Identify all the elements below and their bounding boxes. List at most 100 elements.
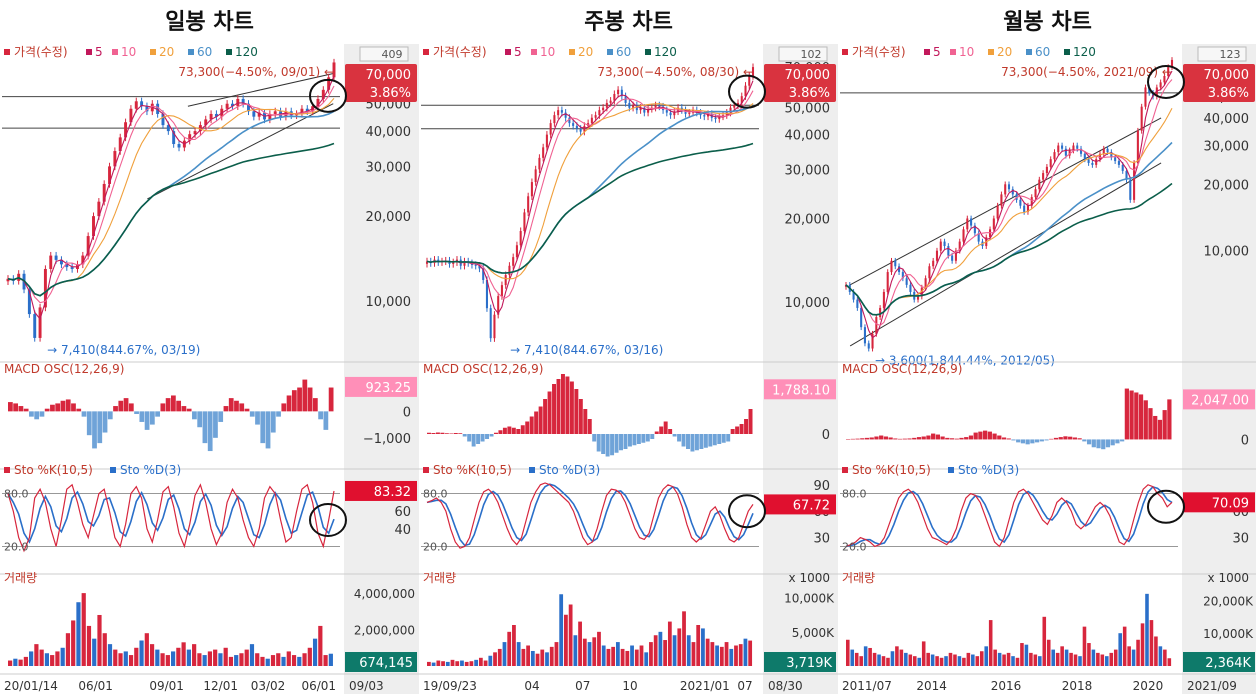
volume-bar	[729, 648, 734, 666]
volume-bar	[696, 625, 701, 666]
ma5-line	[426, 80, 754, 315]
macd-bar	[623, 434, 628, 449]
volume-bar	[979, 651, 984, 666]
volume-tick-label: 20,000K	[1203, 594, 1254, 608]
candle	[225, 103, 229, 109]
volume-bar	[123, 651, 128, 666]
price-tick-label: 10,000	[785, 296, 831, 311]
macd-bar	[8, 402, 13, 412]
candle	[545, 134, 548, 148]
macd-bar	[614, 434, 619, 453]
volume-bar	[460, 660, 464, 666]
volume-bar	[597, 631, 601, 666]
page-title-daily: 일봉 차트	[165, 10, 254, 35]
candle	[1133, 162, 1136, 200]
price-badge	[764, 64, 836, 102]
volume-bar	[644, 652, 649, 666]
volume-bar	[877, 654, 881, 666]
legend-price-label: 가격(수정)	[433, 45, 487, 59]
candle	[549, 123, 552, 135]
volume-bar	[966, 652, 971, 666]
macd-bar	[748, 409, 753, 434]
volume-bar	[13, 658, 18, 666]
volume-bar	[1100, 654, 1105, 666]
macd-bar	[992, 433, 997, 440]
macd-bar	[507, 426, 512, 434]
macd-bar	[921, 436, 926, 440]
volume-bar	[1167, 658, 1172, 666]
volume-bar	[1002, 654, 1006, 666]
sto-d-swatch	[529, 467, 535, 473]
candle	[643, 107, 646, 113]
macd-bar	[940, 436, 945, 440]
macd-bar	[312, 398, 318, 412]
candle	[145, 106, 149, 112]
macd-bar	[520, 425, 525, 434]
legend-ma120-label: 120	[235, 45, 258, 59]
sto-d-line	[845, 485, 1173, 548]
candle	[1030, 197, 1033, 206]
sto-level-label: 20.0	[4, 540, 29, 553]
macd-bar	[1086, 439, 1092, 445]
volume-bar	[846, 639, 850, 666]
candle	[943, 241, 946, 247]
volume-bar	[197, 653, 202, 666]
macd-bar	[983, 430, 988, 440]
legend-ma5-label: 5	[95, 45, 103, 59]
x-tick-label: 20/01/14	[4, 679, 58, 693]
volume-bar	[431, 662, 436, 666]
volume-bar	[450, 659, 455, 666]
candle	[879, 307, 882, 318]
macd-bar	[291, 390, 297, 412]
macd-bar	[1058, 437, 1063, 440]
volume-bar	[1136, 639, 1140, 666]
candle	[1091, 162, 1094, 165]
macd-bar	[1030, 439, 1035, 444]
candle	[515, 245, 518, 258]
legend-ma10-swatch	[950, 49, 956, 55]
volume-bar	[667, 621, 672, 666]
volume-bar	[516, 642, 521, 666]
volume-label: 거래량	[423, 571, 456, 585]
x-tick-label: 08/30	[768, 679, 803, 693]
volume-bar	[244, 649, 249, 666]
low-price-annotation: → 7,410(844.67%, 03/16)	[510, 343, 663, 357]
sto-badge	[1183, 492, 1255, 513]
volume-bar	[545, 652, 549, 666]
volume-badge	[764, 652, 836, 672]
highlight-circle-price	[1147, 64, 1185, 99]
candle	[1042, 173, 1045, 180]
volume-bar	[601, 645, 606, 666]
volume-bar	[192, 644, 197, 666]
macd-bar	[1039, 439, 1044, 442]
sto-k-label: Sto %K(10,5)	[852, 463, 931, 477]
macd-badge	[764, 379, 836, 400]
header-count: 409	[382, 48, 403, 61]
volume-bar	[748, 640, 753, 666]
macd-bar	[954, 438, 959, 440]
macd-bar	[619, 434, 623, 451]
macd-bar	[949, 438, 955, 440]
x-tick-label: 2011/07	[842, 679, 892, 693]
macd-bar	[973, 432, 978, 440]
volume-bar	[521, 648, 526, 666]
macd-badge	[1183, 389, 1255, 410]
macd-bar	[218, 411, 224, 422]
candle	[654, 105, 657, 108]
candle	[204, 119, 208, 126]
volume-bar	[1163, 649, 1167, 666]
volume-bar	[997, 652, 1002, 666]
candle	[736, 102, 740, 106]
volume-bar	[502, 642, 507, 666]
price-badge-change: 3.86%	[1208, 86, 1249, 101]
x-tick-label: 12/01	[203, 679, 238, 693]
macd-bar	[511, 427, 516, 434]
volume-bar	[944, 656, 948, 666]
macd-bar	[578, 399, 583, 434]
macd-bar	[485, 434, 490, 439]
macd-bar	[529, 416, 534, 434]
candle	[1144, 87, 1147, 107]
volume-tick-label: 10,000K	[1203, 627, 1254, 641]
volume-bar	[144, 633, 149, 666]
candle	[54, 255, 58, 260]
